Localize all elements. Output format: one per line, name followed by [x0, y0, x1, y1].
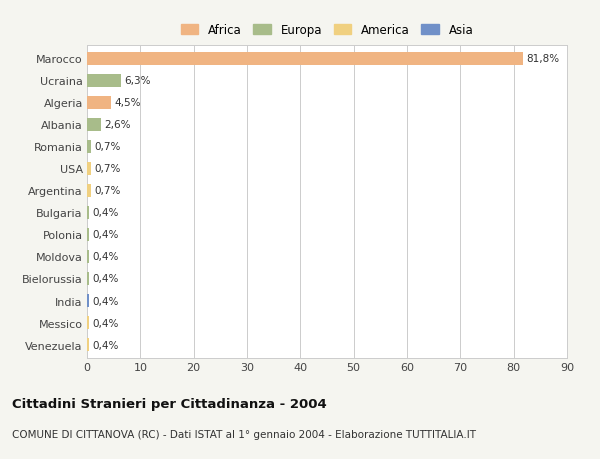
Bar	[87, 74, 121, 88]
Bar	[87, 294, 89, 308]
Text: 0,7%: 0,7%	[94, 164, 121, 174]
Text: 2,6%: 2,6%	[104, 120, 131, 130]
Bar	[87, 338, 89, 352]
Bar	[87, 118, 101, 132]
Text: 6,3%: 6,3%	[124, 76, 151, 86]
Bar	[87, 272, 89, 285]
Text: 0,7%: 0,7%	[94, 186, 121, 196]
Bar	[87, 96, 111, 110]
Bar	[87, 185, 91, 197]
Bar	[87, 207, 89, 219]
Text: COMUNE DI CITTANOVA (RC) - Dati ISTAT al 1° gennaio 2004 - Elaborazione TUTTITAL: COMUNE DI CITTANOVA (RC) - Dati ISTAT al…	[12, 429, 476, 439]
Text: 0,7%: 0,7%	[94, 142, 121, 152]
Bar	[87, 228, 89, 241]
Text: 0,4%: 0,4%	[92, 230, 119, 240]
Text: Cittadini Stranieri per Cittadinanza - 2004: Cittadini Stranieri per Cittadinanza - 2…	[12, 397, 327, 410]
Text: 0,4%: 0,4%	[92, 296, 119, 306]
Text: 0,4%: 0,4%	[92, 318, 119, 328]
Bar	[87, 316, 89, 330]
Text: 0,4%: 0,4%	[92, 208, 119, 218]
Text: 81,8%: 81,8%	[526, 54, 560, 64]
Text: 0,4%: 0,4%	[92, 252, 119, 262]
Legend: Africa, Europa, America, Asia: Africa, Europa, America, Asia	[181, 24, 473, 37]
Text: 4,5%: 4,5%	[114, 98, 140, 108]
Bar	[87, 140, 91, 154]
Text: 0,4%: 0,4%	[92, 340, 119, 350]
Bar	[87, 250, 89, 263]
Bar	[87, 162, 91, 176]
Text: 0,4%: 0,4%	[92, 274, 119, 284]
Bar	[87, 52, 523, 66]
